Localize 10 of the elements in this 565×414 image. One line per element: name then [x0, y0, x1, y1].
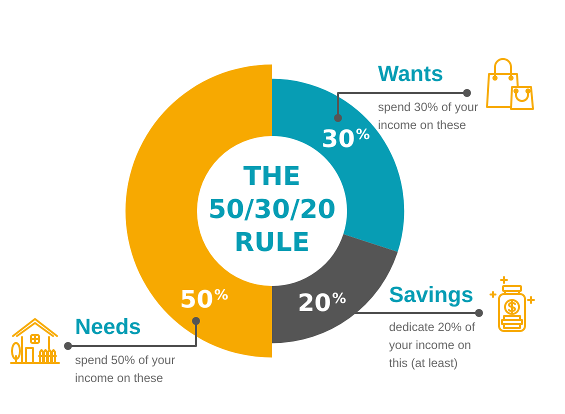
- data-label: 20%: [298, 288, 346, 317]
- data-label: 50%: [180, 286, 228, 314]
- slice-label: Wants: [378, 61, 444, 87]
- data-label: 30%: [322, 125, 370, 154]
- slice-label: Needs: [75, 314, 142, 340]
- text: spend 30% of your income on these: [378, 99, 480, 134]
- text: THE 50/30/20 RULE: [207, 161, 337, 260]
- text: dedicate 20% of your income on this (at least): [389, 319, 476, 372]
- slice-label: Savings: [389, 282, 474, 308]
- text: spend 50% of your income on these: [75, 352, 176, 387]
